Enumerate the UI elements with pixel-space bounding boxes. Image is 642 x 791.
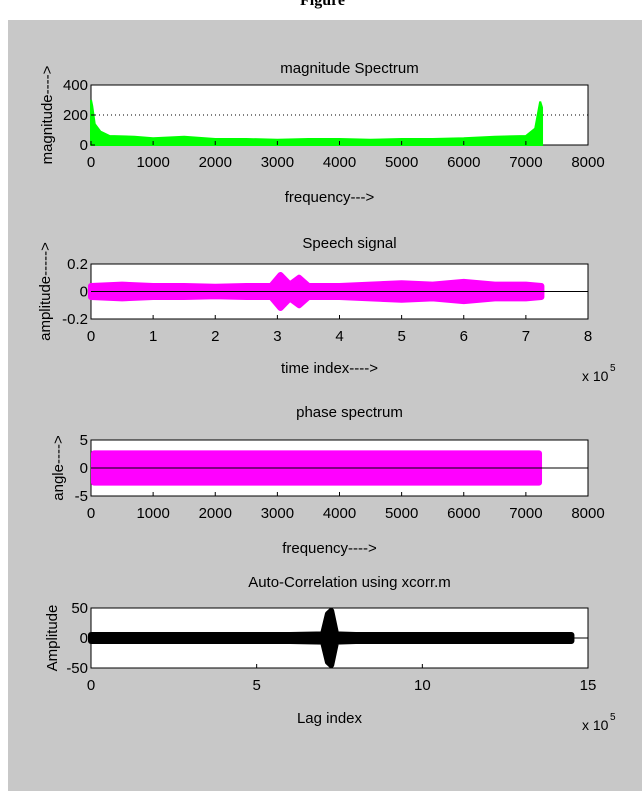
x-tick-label: 10 xyxy=(414,677,431,694)
chart-title: phase spectrum xyxy=(296,404,403,421)
x-tick-label: 5 xyxy=(252,677,260,694)
x-tick-label: 6000 xyxy=(447,154,480,171)
x-tick-label: 0 xyxy=(87,505,95,522)
x-tick-label: 1000 xyxy=(136,154,169,171)
x-tick-label: 1 xyxy=(149,328,157,345)
x-tick-label: 3000 xyxy=(261,154,294,171)
y-tick-label: 50 xyxy=(71,600,88,617)
x-tick-label: 2 xyxy=(211,328,219,345)
y-tick-label: 0.2 xyxy=(67,256,88,273)
x-tick-label: 3000 xyxy=(261,505,294,522)
figure-header: Figure xyxy=(0,0,642,20)
y-tick-label: -0.2 xyxy=(62,311,88,328)
chart-2: 0 1000 2000 3000 4000 5000 6000 7000 8000-505pha… xyxy=(50,404,605,557)
magnitude-series xyxy=(90,99,544,146)
x-tick-label: 4000 xyxy=(323,505,356,522)
x-tick-label: 1000 xyxy=(136,505,169,522)
x-axis-label: time index----> xyxy=(281,360,378,377)
figure-header-text: Figure xyxy=(300,0,346,9)
chart-title: Auto-Correlation using xcorr.m xyxy=(248,574,451,591)
x-tick-label: 4 xyxy=(335,328,343,345)
x-tick-label: 8 xyxy=(584,328,592,345)
x-tick-label: 0 xyxy=(87,328,95,345)
x-tick-label: 5000 xyxy=(385,505,418,522)
y-tick-label: 5 xyxy=(80,432,88,449)
x-tick-label: 7000 xyxy=(509,505,542,522)
x-exponent-power: 5 xyxy=(610,363,616,374)
y-tick-label: -5 xyxy=(75,488,88,505)
x-tick-label: 4000 xyxy=(323,154,356,171)
x-exponent: x 10 xyxy=(582,717,609,733)
x-tick-label: 7000 xyxy=(509,154,542,171)
y-axis-label: Amplitude xyxy=(44,605,61,672)
x-tick-label: 0 xyxy=(87,677,95,694)
x-axis-label: Lag index xyxy=(297,710,363,727)
x-tick-label: 0 xyxy=(87,154,95,171)
x-tick-label: 5000 xyxy=(385,154,418,171)
x-exponent-power: 5 xyxy=(610,712,616,723)
x-tick-label: 8000 xyxy=(571,505,604,522)
y-axis-label: amplitude-----> xyxy=(37,242,54,341)
y-tick-label: -50 xyxy=(66,660,88,677)
x-tick-label: 6 xyxy=(460,328,468,345)
x-tick-label: 8000 xyxy=(571,154,604,171)
x-exponent: x 10 xyxy=(582,368,609,384)
y-axis-label: angle----> xyxy=(50,435,67,501)
x-tick-label: 7 xyxy=(522,328,530,345)
x-tick-label: 15 xyxy=(580,677,597,694)
y-tick-label: 400 xyxy=(63,77,88,94)
y-tick-label: 0 xyxy=(80,137,88,154)
x-axis-label: frequency---> xyxy=(285,189,375,206)
y-tick-label: 200 xyxy=(63,107,88,124)
y-axis-label: magnitude----> xyxy=(39,65,56,164)
x-tick-label: 5 xyxy=(397,328,405,345)
y-tick-label: 0 xyxy=(80,460,88,477)
chart-0: 0 1000 2000 3000 4000 5000 6000 7000 8000 0 200 400… xyxy=(39,60,605,206)
y-tick-label: 0 xyxy=(80,284,88,301)
x-tick-label: 3 xyxy=(273,328,281,345)
x-tick-label: 2000 xyxy=(199,154,232,171)
x-axis-label: frequency----> xyxy=(282,540,377,557)
x-tick-label: 6000 xyxy=(447,505,480,522)
chart-title: Speech signal xyxy=(302,235,396,252)
y-tick-label: 0 xyxy=(80,630,88,647)
x-tick-label: 2000 xyxy=(199,505,232,522)
chart-title: magnitude Spectrum xyxy=(280,60,418,77)
